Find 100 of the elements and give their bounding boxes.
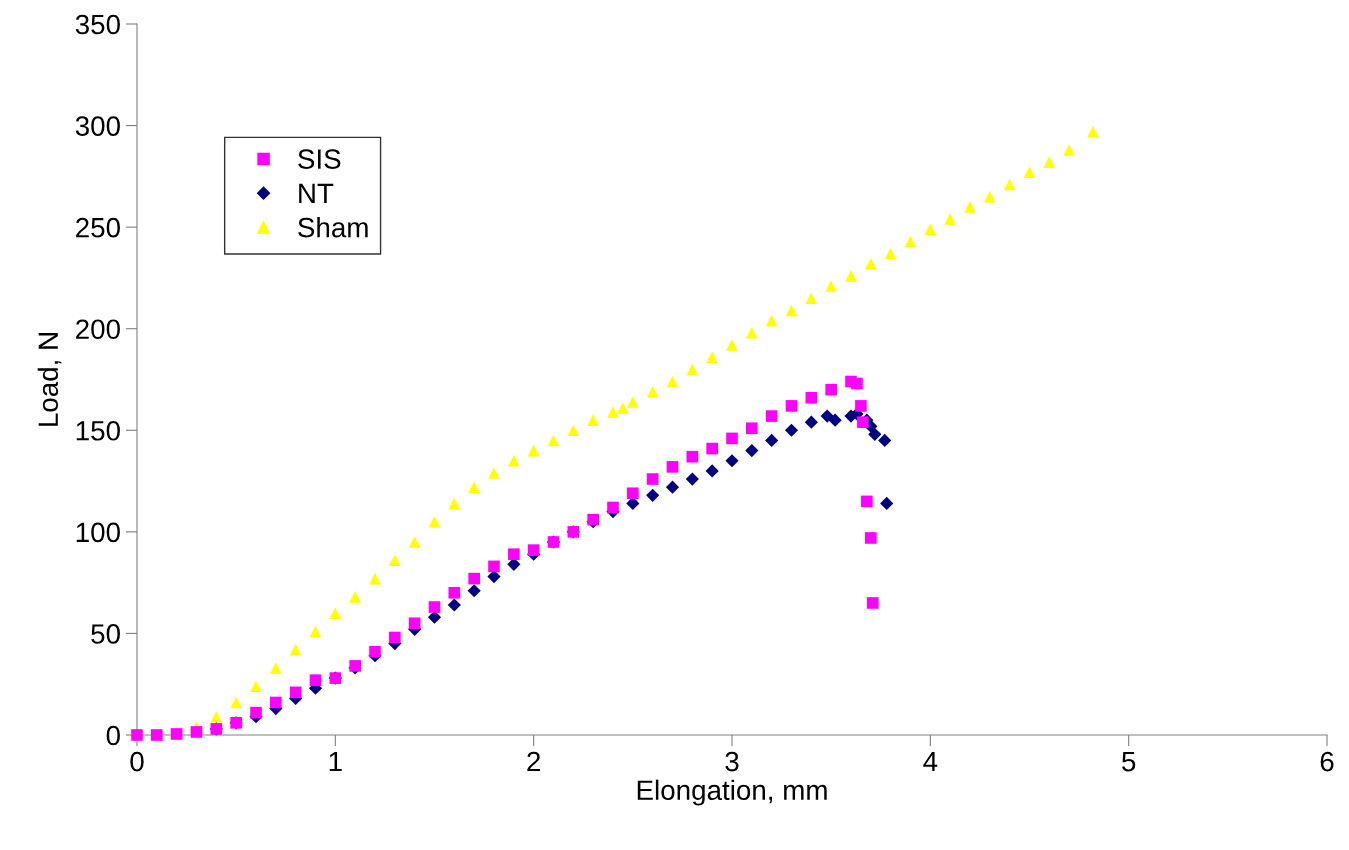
point — [567, 424, 580, 437]
point — [488, 467, 500, 479]
point — [785, 400, 798, 412]
point — [468, 572, 480, 585]
point — [270, 696, 282, 709]
legend-label: SIS — [298, 149, 341, 169]
point — [467, 584, 481, 598]
point — [527, 544, 540, 556]
point — [617, 402, 629, 414]
point — [878, 433, 892, 448]
point — [329, 607, 342, 619]
point — [349, 591, 361, 603]
point — [686, 450, 699, 463]
point — [904, 235, 917, 248]
point — [646, 473, 659, 485]
point — [488, 560, 500, 573]
point — [1003, 178, 1016, 191]
point — [389, 554, 401, 567]
point — [250, 706, 262, 719]
point — [309, 674, 322, 686]
point — [627, 396, 639, 408]
point — [508, 548, 520, 561]
point — [868, 427, 882, 441]
x-tick-label: 3 — [725, 751, 739, 772]
point — [686, 363, 699, 376]
point — [851, 377, 863, 390]
x-tick-label: 1 — [329, 751, 342, 772]
point — [825, 280, 837, 292]
y-tick-label: 0 — [106, 725, 120, 746]
x-tick-label: 2 — [527, 751, 540, 772]
point — [151, 729, 163, 741]
point — [1043, 156, 1056, 168]
point — [408, 617, 421, 630]
legend-label: NT — [299, 183, 334, 203]
point — [627, 487, 639, 500]
point — [527, 444, 540, 457]
point — [230, 696, 242, 709]
point — [646, 385, 659, 398]
y-tick-label: 350 — [75, 14, 120, 35]
point — [726, 339, 738, 351]
point — [289, 686, 302, 699]
y-tick-label: 300 — [75, 116, 120, 136]
x-axis-title: Elongation, mm — [637, 779, 827, 806]
point — [508, 454, 520, 467]
point — [745, 444, 759, 458]
point — [805, 391, 818, 404]
point — [804, 415, 818, 429]
point — [666, 461, 679, 473]
point — [746, 326, 758, 339]
point — [880, 496, 894, 510]
point — [765, 433, 779, 448]
x-tick-label: 6 — [1320, 751, 1334, 772]
point — [131, 729, 143, 741]
point — [857, 416, 869, 428]
x-tick-label: 0 — [130, 751, 144, 772]
y-tick-label: 50 — [91, 624, 120, 644]
point — [666, 375, 679, 388]
point — [270, 662, 282, 674]
point — [820, 409, 834, 423]
y-tick-label: 150 — [76, 420, 120, 441]
point — [805, 292, 818, 305]
point — [944, 213, 956, 225]
point — [210, 710, 223, 723]
point — [765, 410, 778, 422]
point — [309, 625, 322, 638]
point — [369, 645, 381, 658]
point — [924, 223, 937, 235]
point — [725, 454, 739, 468]
point — [665, 480, 680, 494]
point — [706, 351, 718, 363]
point — [861, 495, 873, 508]
point — [607, 501, 619, 514]
point — [746, 422, 758, 435]
point — [845, 270, 857, 282]
point — [865, 532, 877, 544]
point — [646, 488, 660, 502]
y-tick-label: 100 — [76, 522, 120, 543]
point — [428, 601, 441, 613]
y-tick-label: 200 — [76, 319, 120, 340]
point — [1063, 144, 1075, 156]
point — [855, 400, 867, 412]
point — [705, 464, 719, 478]
y-tick-label: 250 — [76, 217, 120, 238]
point — [685, 472, 699, 486]
point — [867, 597, 879, 609]
x-tick-label: 5 — [1122, 751, 1136, 772]
point — [447, 598, 461, 612]
point — [289, 643, 302, 656]
point — [984, 190, 996, 203]
point — [1023, 166, 1036, 179]
y-axis-title: Load, N — [37, 333, 62, 426]
point — [547, 434, 560, 447]
point — [428, 515, 441, 528]
point — [448, 497, 461, 510]
point — [964, 201, 976, 213]
point — [448, 586, 461, 599]
point — [784, 423, 799, 437]
point — [828, 413, 842, 427]
point — [765, 314, 778, 327]
point — [389, 631, 401, 644]
